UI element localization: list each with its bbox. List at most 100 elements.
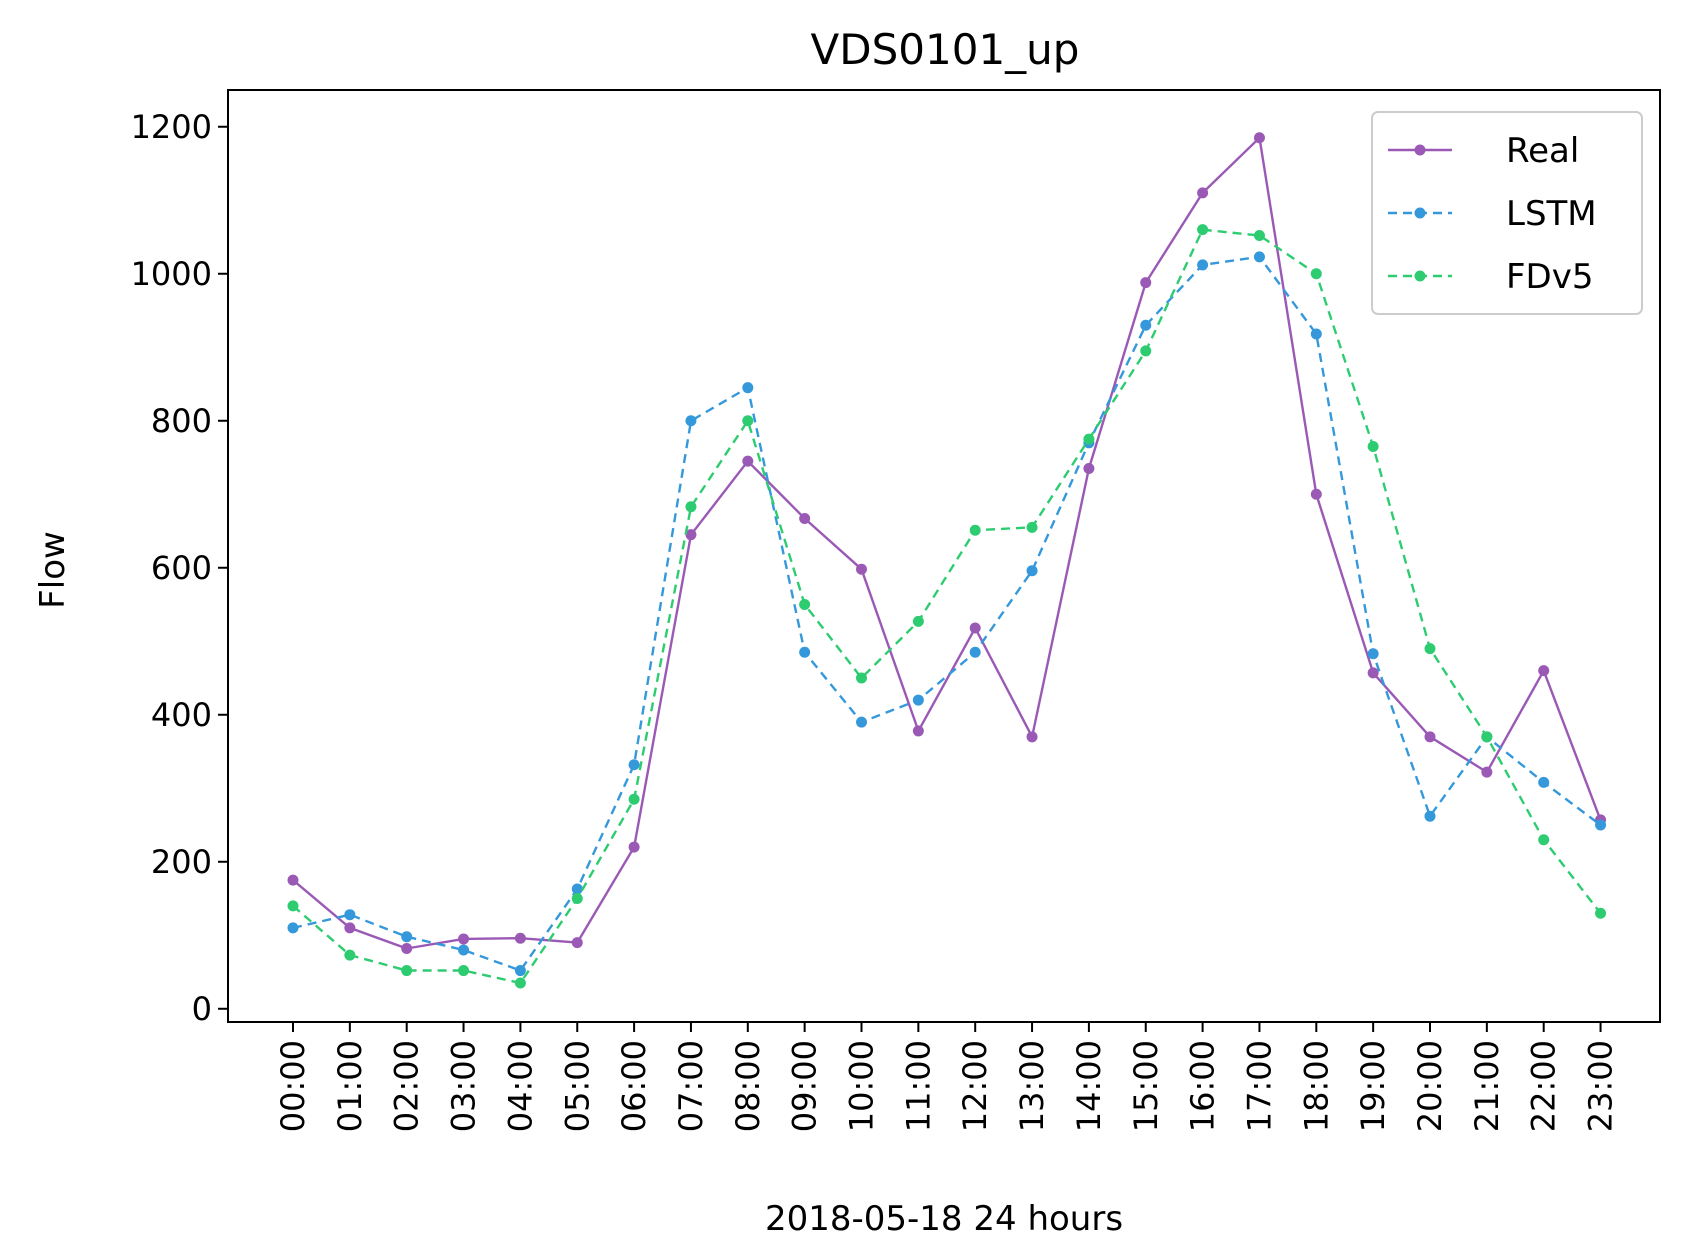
data-point: [514, 932, 526, 944]
data-point: [514, 977, 526, 989]
data-point: [1140, 277, 1152, 289]
data-point: [685, 501, 697, 513]
x-tick-label: 02:00: [388, 1040, 426, 1132]
data-point: [287, 874, 299, 886]
legend-label: Real: [1506, 131, 1579, 171]
x-tick-label: 00:00: [274, 1040, 312, 1132]
y-tick-label: 1000: [131, 255, 212, 293]
data-point: [1424, 731, 1436, 743]
y-axis-label: Flow: [33, 531, 73, 609]
data-point: [799, 646, 811, 658]
data-point: [856, 563, 867, 575]
series-layer: [287, 132, 1607, 989]
y-tick-label: 400: [151, 696, 212, 734]
data-point: [685, 529, 697, 541]
data-point: [458, 944, 470, 956]
data-point: [799, 599, 811, 611]
x-tick-label: 23:00: [1582, 1040, 1620, 1132]
data-point: [458, 965, 470, 977]
y-tick-label: 800: [151, 402, 212, 440]
data-point: [742, 382, 754, 394]
data-point: [1253, 132, 1265, 144]
x-tick-label: 21:00: [1468, 1040, 1506, 1132]
data-point: [969, 524, 981, 536]
data-point: [628, 759, 640, 771]
x-tick-label: 12:00: [956, 1040, 994, 1132]
y-tick-label: 1200: [131, 108, 212, 146]
data-point: [401, 942, 413, 954]
data-point: [1595, 819, 1607, 831]
legend-marker: [1414, 144, 1426, 156]
y-axis: 0 200 400 600 800 1000 1200: [131, 108, 228, 1028]
x-axis: 00:00 01:00 02:00 03:00 04:00 05:00 06:00 07:00…: [274, 1022, 1620, 1132]
data-point: [1595, 907, 1607, 919]
data-point: [742, 415, 754, 427]
x-tick-label: 20:00: [1411, 1040, 1449, 1132]
legend-marker: [1414, 207, 1426, 219]
data-point: [742, 455, 754, 467]
data-point: [628, 841, 640, 853]
y-tick-label: 200: [151, 843, 212, 881]
data-point: [571, 893, 583, 905]
data-point: [1026, 521, 1038, 533]
x-tick-label: 10:00: [843, 1040, 881, 1132]
data-point: [1026, 731, 1038, 743]
data-point: [1538, 776, 1550, 788]
data-point: [856, 672, 867, 684]
legend-label: FDv5: [1506, 257, 1594, 297]
x-tick-label: 09:00: [786, 1040, 824, 1132]
data-point: [1253, 230, 1265, 242]
x-tick-label: 19:00: [1354, 1040, 1392, 1132]
y-tick-label: 0: [192, 990, 212, 1028]
data-point: [287, 900, 299, 912]
x-tick-label: 08:00: [729, 1040, 767, 1132]
data-point: [912, 615, 924, 627]
data-point: [969, 646, 981, 658]
data-point: [1538, 665, 1550, 677]
data-point: [571, 937, 583, 949]
x-tick-label: 14:00: [1070, 1040, 1108, 1132]
chart-title: VDS0101_up: [811, 25, 1080, 74]
x-tick-label: 01:00: [331, 1040, 369, 1132]
legend: Real LSTM FDv5: [1371, 111, 1643, 315]
data-point: [685, 415, 697, 427]
data-point: [1424, 643, 1436, 655]
data-point: [458, 933, 470, 945]
legend-marker: [1414, 270, 1426, 282]
series-line-lstm: [292, 255, 1602, 972]
x-axis-label: 2018-05-18 24 hours: [765, 1199, 1123, 1239]
data-point: [856, 716, 867, 728]
data-point: [1197, 187, 1209, 199]
data-point: [1140, 345, 1152, 357]
data-point: [1367, 440, 1379, 452]
x-tick-label: 16:00: [1184, 1040, 1222, 1132]
x-tick-label: 06:00: [615, 1040, 653, 1132]
data-point: [1310, 268, 1322, 280]
data-point: [1424, 810, 1436, 822]
data-point: [1367, 648, 1379, 660]
data-point: [1481, 766, 1493, 778]
data-point: [912, 725, 924, 737]
legend-label: LSTM: [1506, 194, 1597, 234]
data-point: [1367, 667, 1379, 679]
data-point: [514, 965, 526, 977]
x-tick-label: 18:00: [1297, 1040, 1335, 1132]
data-point: [628, 793, 640, 805]
legend-box: [1371, 111, 1643, 315]
x-tick-label: 07:00: [672, 1040, 710, 1132]
x-tick-label: 17:00: [1240, 1040, 1278, 1132]
data-point: [344, 949, 356, 961]
data-point: [799, 513, 811, 525]
data-point: [344, 909, 356, 921]
x-tick-label: 04:00: [501, 1040, 539, 1132]
series-lstm: [287, 251, 1607, 977]
data-point: [1310, 328, 1322, 340]
x-tick-label: 13:00: [1013, 1040, 1051, 1132]
series-fdv5: [287, 224, 1607, 989]
data-point: [1197, 259, 1209, 271]
data-point: [1140, 319, 1152, 331]
data-point: [401, 931, 413, 943]
data-point: [1197, 224, 1209, 236]
x-tick-label: 11:00: [899, 1040, 937, 1132]
